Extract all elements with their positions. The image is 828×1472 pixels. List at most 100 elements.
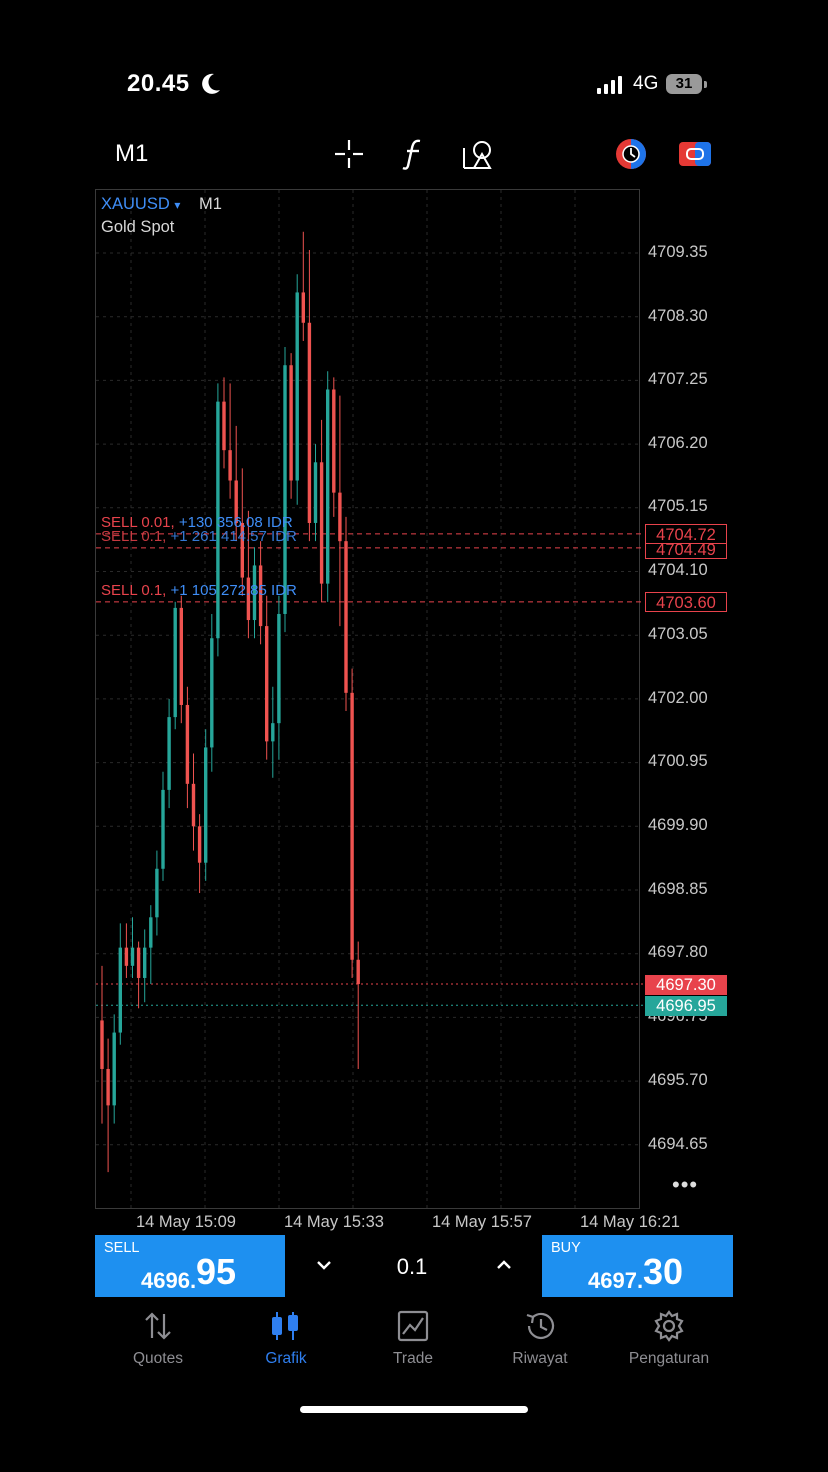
nav-riwayat[interactable]: Riwayat [480, 1310, 600, 1368]
chart-timeframe: M1 [199, 195, 222, 213]
candle-bear [301, 292, 305, 323]
time-label: 14 May 16:21 [580, 1213, 680, 1231]
nav-label: Pengaturan [628, 1350, 710, 1367]
price-label: 4707.25 [648, 370, 708, 388]
candle-bull [326, 389, 330, 584]
nav-label: Grafik [265, 1350, 307, 1367]
candle-bear [234, 480, 238, 523]
volume-decrease-icon[interactable] [314, 1255, 334, 1275]
nav-label: Quotes [133, 1350, 183, 1367]
candle-bull [118, 947, 122, 1033]
candle-bull [204, 747, 208, 863]
sell-price-prefix: 4696. [141, 1268, 197, 1293]
network-type: 4G [633, 73, 659, 94]
candle-bull [295, 292, 299, 481]
moon-icon [202, 73, 220, 94]
battery-icon: 31 [666, 74, 702, 94]
signal-icon [597, 76, 622, 94]
order-profit: +1 261 414.57 IDR [170, 528, 297, 545]
order-side: SELL [101, 514, 138, 531]
volume-input[interactable]: 0.1 [396, 1254, 428, 1279]
chart-candles-icon [272, 1312, 298, 1340]
objects-icon[interactable] [460, 136, 496, 172]
price-label: 4699.90 [648, 816, 708, 834]
candle-bear [338, 492, 342, 542]
nav-label: Riwayat [512, 1350, 568, 1367]
candle-bull [161, 789, 165, 869]
battery-tip [704, 81, 707, 88]
price-label: 4694.65 [648, 1135, 708, 1153]
one-click-trading-icon[interactable] [613, 136, 649, 172]
candle-bear [319, 462, 324, 584]
order-line-label[interactable]: SELL 0.01, +130 356.08 IDR [101, 514, 293, 531]
candle-bear [258, 565, 263, 627]
time-label: 14 May 15:33 [284, 1213, 384, 1231]
candle-bear [136, 947, 141, 978]
order-volume: 0.1, [141, 528, 167, 545]
price-label: 4705.15 [648, 497, 708, 515]
price-label: 4698.85 [648, 880, 708, 898]
candle-bull [216, 401, 220, 639]
chart-type-icon[interactable] [677, 136, 713, 172]
home-indicator [300, 1406, 528, 1413]
candle-bear [344, 541, 348, 693]
order-side: SELL [101, 528, 138, 545]
price-label: 4702.00 [648, 689, 708, 707]
price-label: 4708.30 [648, 307, 708, 325]
candle-bear [124, 947, 129, 966]
candle-bull [283, 365, 287, 614]
buy-button[interactable]: BUY 4697. 30 [542, 1235, 733, 1297]
order-price-tag: 4704.72 [645, 524, 727, 544]
quotes-arrows-icon [145, 1312, 171, 1340]
chart-area[interactable] [95, 189, 640, 1209]
symbol-selector[interactable]: XAUUSD ▾ [101, 195, 180, 214]
nav-quotes[interactable]: Quotes [98, 1310, 218, 1368]
sell-price-pips: 95 [196, 1251, 237, 1292]
candle-bull [130, 947, 135, 966]
candle-bear [100, 1020, 104, 1069]
history-icon [526, 1312, 555, 1339]
candle-bear [307, 322, 312, 523]
order-line-label[interactable]: SELL 0.1, +1 105 272.85 IDR [101, 582, 297, 599]
status-time: 20.45 [127, 70, 190, 97]
crosshair-icon[interactable] [331, 136, 367, 172]
candle-bear [356, 959, 360, 985]
candle-bull [143, 947, 147, 978]
nav-pengaturan[interactable]: Pengaturan [609, 1310, 729, 1368]
candle-bear [228, 450, 232, 481]
time-label: 14 May 15:57 [432, 1213, 532, 1231]
candlestick-chart [96, 190, 645, 1208]
price-label: 4697.80 [648, 943, 708, 961]
nav-grafik[interactable]: Grafik [226, 1310, 346, 1368]
candle-bull [167, 717, 171, 790]
buy-price-prefix: 4697. [588, 1268, 644, 1293]
nav-trade[interactable]: Trade [353, 1310, 473, 1368]
order-profit: +1 105 272.85 IDR [170, 582, 297, 599]
candle-bull [277, 613, 281, 724]
candle-bull [252, 565, 257, 621]
candle-bull [155, 868, 159, 918]
candle-bear [179, 607, 183, 705]
symbol-description: Gold Spot [101, 218, 175, 236]
price-label: 4704.10 [648, 561, 708, 579]
gear-icon [654, 1310, 684, 1342]
order-price-tag: 4703.60 [645, 592, 727, 612]
order-volume: 0.01, [141, 514, 175, 531]
volume-increase-icon[interactable] [494, 1255, 514, 1275]
indicator-f-icon[interactable] [396, 136, 432, 172]
candle-bear [289, 365, 293, 481]
candle-bear [350, 692, 354, 960]
bid-price-tag: 4696.95 [645, 996, 727, 1016]
buy-label: BUY [551, 1240, 581, 1256]
candle-bear [106, 1068, 110, 1106]
candle-bear [222, 401, 226, 451]
buy-price-pips: 30 [643, 1251, 684, 1292]
candle-bear [185, 704, 190, 784]
sell-button[interactable]: SELL 4696. 95 [95, 1235, 285, 1297]
candle-bull [271, 723, 275, 742]
order-line-label[interactable]: SELL 0.1, +1 261 414.57 IDR [101, 528, 297, 545]
timeframe-button[interactable]: M1 [115, 140, 149, 167]
candle-bull [149, 917, 153, 948]
more-icon[interactable]: ••• [672, 1172, 699, 1197]
candle-bear [332, 389, 336, 493]
